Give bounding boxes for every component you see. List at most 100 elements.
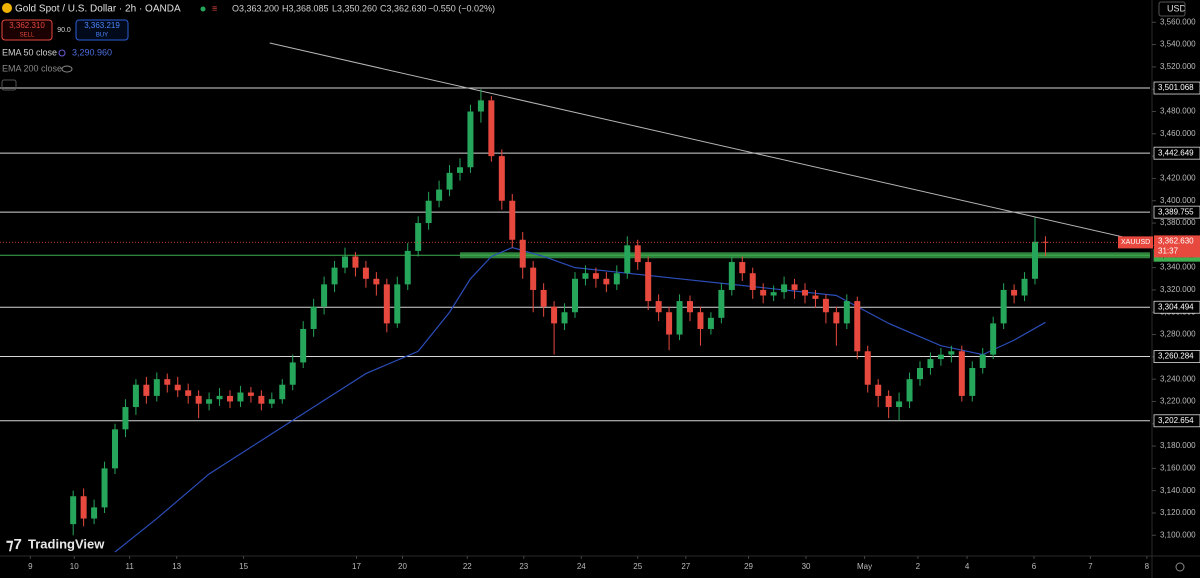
candle-body: [561, 312, 568, 324]
candle-body: [906, 379, 913, 402]
candle-body: [174, 384, 181, 391]
x-tick-label: 17: [352, 562, 361, 571]
candle-body: [802, 289, 808, 296]
candle-body: [1021, 278, 1028, 296]
x-tick-label: 13: [172, 562, 181, 571]
plot: [0, 42, 1151, 553]
menu-icon: ≡: [212, 3, 217, 13]
ohlc-open: O3,363.200: [232, 3, 279, 13]
x-tick-label: 2: [916, 562, 921, 571]
candle-body: [592, 273, 599, 279]
candle-body: [342, 256, 348, 268]
candle-body: [613, 273, 620, 285]
y-tick-label: 3,540.000: [1160, 40, 1196, 49]
level-label-box: [1153, 414, 1200, 428]
candle-body: [289, 362, 296, 385]
level-label-box: [1153, 300, 1200, 314]
candle-body: [822, 298, 829, 313]
candle-body: [697, 312, 704, 329]
candle-body: [582, 273, 589, 279]
candle-body: [896, 401, 903, 408]
candle-body: [446, 172, 453, 190]
candle-body: [122, 407, 129, 430]
candle-body: [498, 156, 505, 201]
trendline: [269, 42, 1151, 244]
candle-body: [488, 100, 495, 157]
x-tick-label: 10: [70, 562, 79, 571]
x-tick-label: May: [857, 562, 872, 571]
x-tick-label: 23: [519, 562, 528, 571]
candle-body: [132, 384, 139, 408]
buy-label: BUY: [96, 33, 108, 39]
level-label: 3,389.755: [1158, 207, 1194, 216]
settings-icon[interactable]: [1175, 562, 1185, 572]
collapse-button[interactable]: [1, 79, 17, 91]
candle-body: [1032, 241, 1038, 279]
y-tick-label: 3,400.000: [1160, 196, 1196, 205]
candle-body: [1011, 289, 1018, 296]
candle-body: [394, 284, 401, 324]
candle-body: [707, 317, 714, 329]
y-tick-label: 3,220.000: [1160, 397, 1196, 406]
y-tick-label: 3,120.000: [1160, 508, 1196, 517]
candle-body: [718, 289, 725, 318]
level-label-box: [1153, 205, 1200, 219]
candle-body: [937, 354, 944, 360]
y-tick-label: 3,320.000: [1160, 285, 1196, 294]
candle-body: [321, 284, 328, 307]
brand-icon: ⁊7: [6, 536, 22, 553]
y-tick-label: 3,240.000: [1160, 374, 1196, 383]
spread: 90.0: [57, 27, 71, 34]
symbol-label: XAUUSD: [1121, 239, 1150, 246]
candle-body: [383, 284, 390, 324]
y-tick-label: 3,380.000: [1160, 218, 1196, 227]
buy-button[interactable]: [75, 19, 129, 41]
brand: TradingView: [28, 536, 105, 551]
y-tick-label: 3,520.000: [1160, 62, 1196, 71]
candle-body: [687, 301, 693, 313]
candle-body: [425, 200, 432, 224]
candle-body: [603, 278, 610, 285]
ohlc-close: C3,362.630: [380, 3, 427, 13]
candle-body: [645, 262, 652, 302]
sell-price: 3,362.310: [9, 21, 45, 30]
candle-body: [70, 496, 77, 525]
x-tick-label: 11: [125, 562, 134, 571]
candle-body: [927, 359, 934, 368]
sell-label: SELL: [20, 33, 35, 39]
candle-body: [990, 323, 997, 355]
y-tick-label: 3,100.000: [1160, 530, 1196, 539]
candle-body: [352, 256, 359, 268]
y-tick-label: 3,340.000: [1160, 263, 1196, 272]
ohlc-change: −0.550 (−0.02%): [428, 3, 495, 13]
ema50-label: EMA 50 close: [2, 47, 57, 57]
visibility-icon[interactable]: [61, 65, 73, 73]
currency-box[interactable]: [1158, 1, 1186, 17]
candle-body: [268, 399, 275, 404]
last-price-label: 3,362.630: [1158, 237, 1194, 246]
candle-body: [216, 395, 223, 400]
level-label-box: [1153, 81, 1200, 95]
sell-button[interactable]: [1, 19, 53, 41]
candle-body: [415, 223, 422, 251]
ema-line: [114, 246, 1046, 553]
candle-body: [1000, 289, 1007, 324]
y-tick-label: 3,460.000: [1160, 129, 1196, 138]
candle-body: [551, 306, 558, 324]
candle-body: [833, 312, 840, 324]
candle-body: [1042, 241, 1049, 243]
candle-body: [112, 429, 118, 469]
candle-body: [958, 351, 965, 396]
x-tick-label: 27: [681, 562, 690, 571]
level-label: 3,202.654: [1158, 416, 1194, 425]
candle-body: [917, 368, 923, 380]
candle-body: [279, 384, 286, 400]
y-tick-label: 3,180.000: [1160, 441, 1196, 450]
candle-body: [885, 395, 892, 408]
candle-body: [300, 328, 307, 363]
candle-body: [91, 507, 98, 519]
y-tick-label: 3,280.000: [1160, 330, 1196, 339]
candle-body: [153, 379, 160, 396]
ema50-value: 3,290.960: [72, 47, 112, 57]
candle-body: [310, 306, 317, 329]
